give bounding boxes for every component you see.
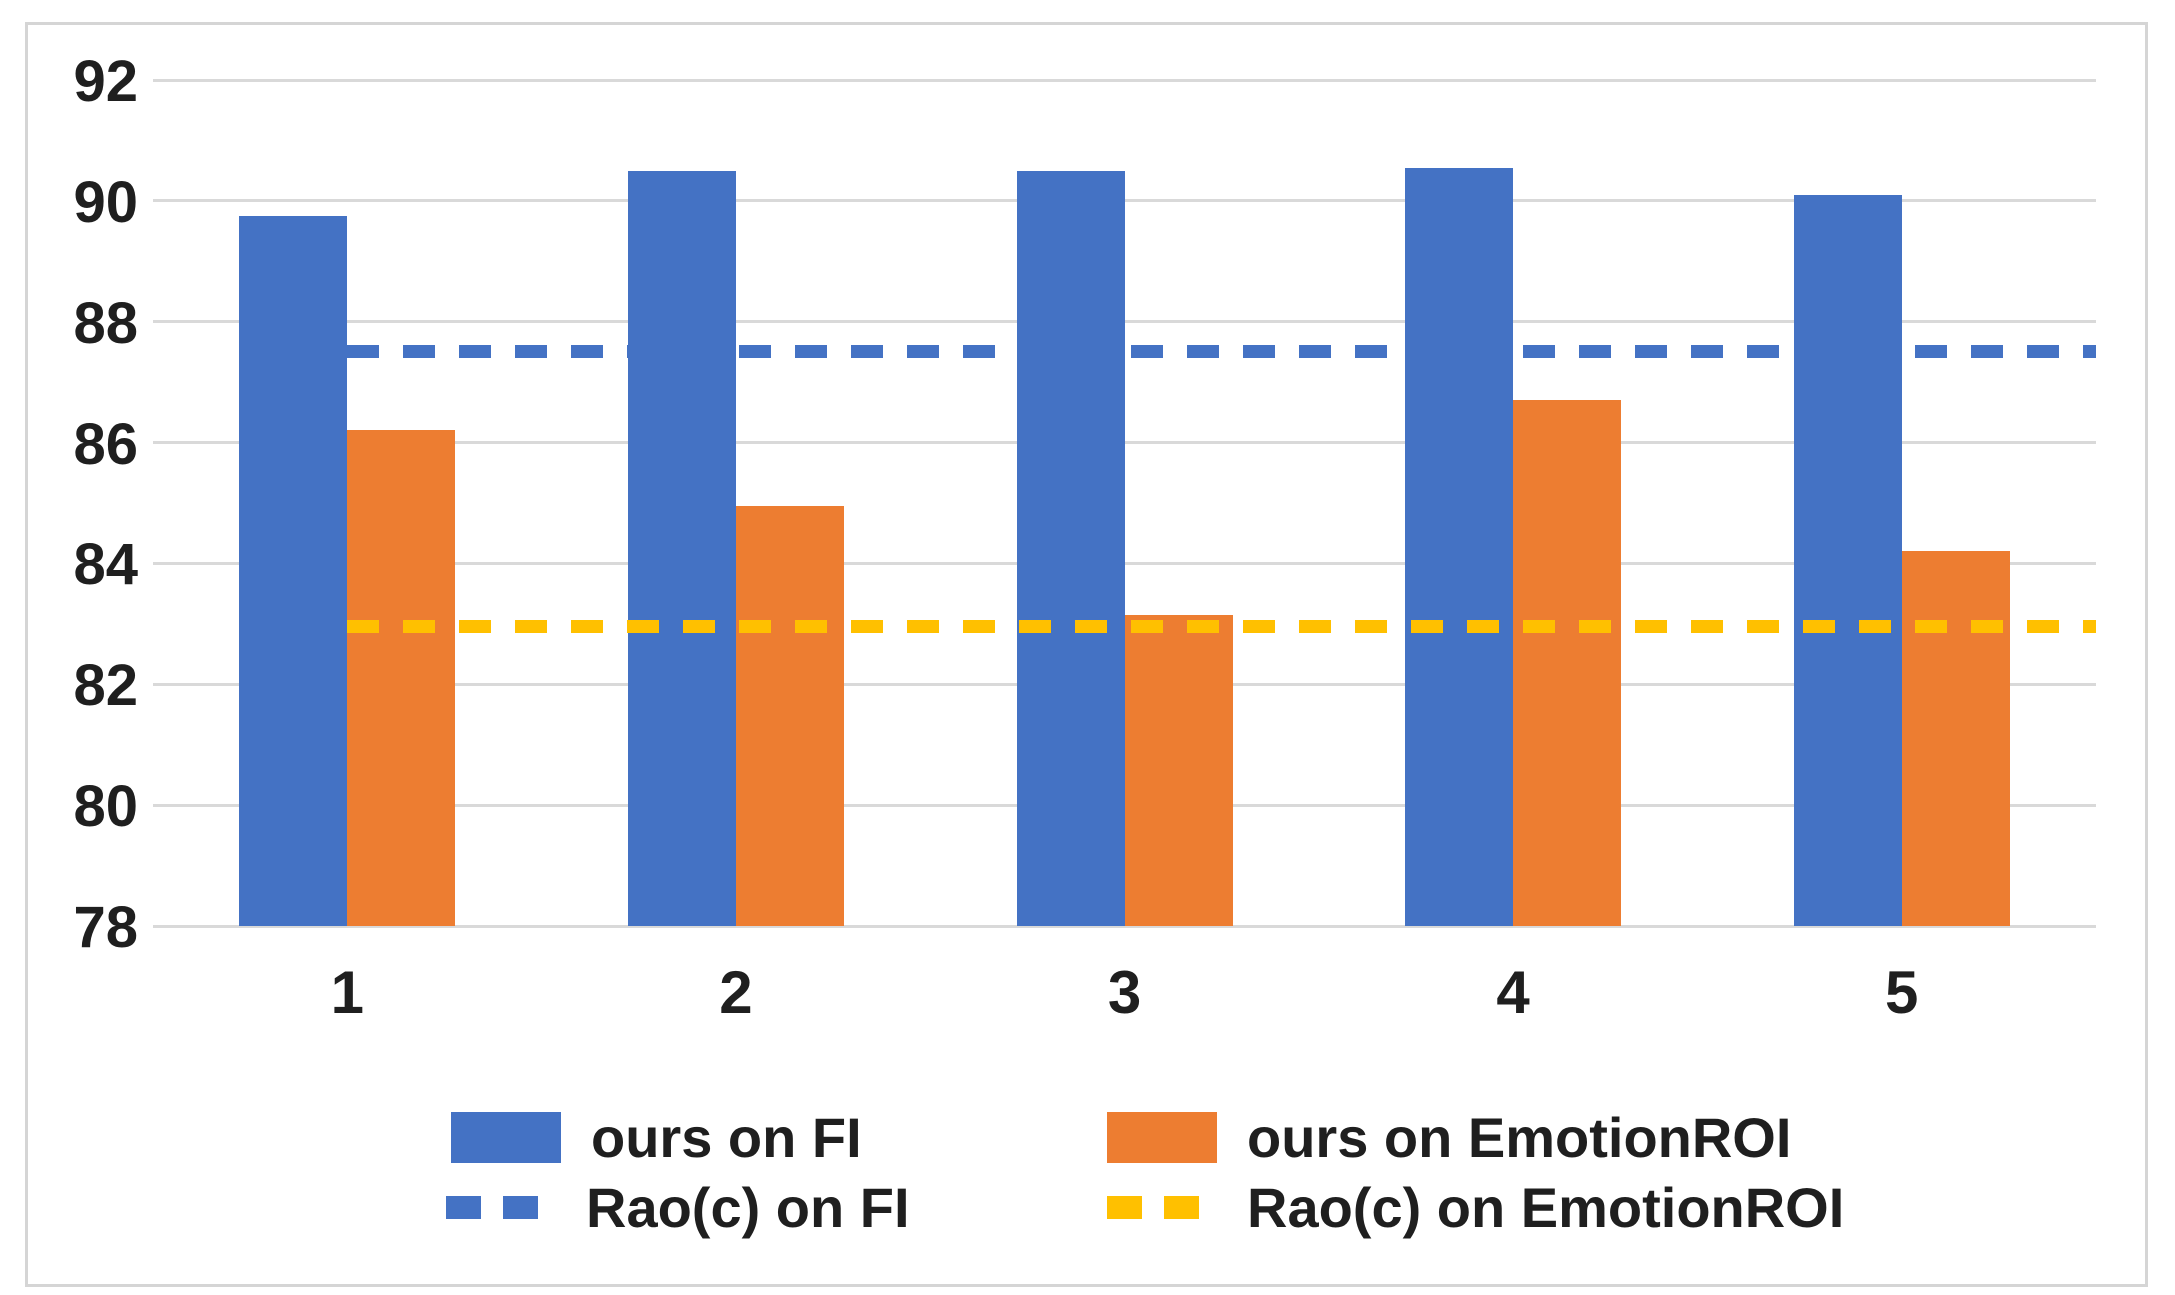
legend-label: ours on FI <box>591 1105 862 1169</box>
chart-figure: 78 80 82 84 86 88 90 92 1 2 3 4 5 ours on FI ours o… <box>25 22 2148 1287</box>
legend-item-rao-on-fi: Rao(c) on FI <box>446 1176 910 1239</box>
x-tick-label-1: 1 <box>330 959 364 1026</box>
y-tick-label-82: 82 <box>73 653 138 719</box>
gridline-92 <box>153 78 2096 82</box>
bar-ours-on-fi-3 <box>1016 170 1125 926</box>
dashed-line-swatch-blue <box>446 1195 558 1219</box>
gridline-84 <box>153 561 2096 565</box>
bar-swatch-orange <box>1107 1111 1219 1163</box>
legend-item-ours-on-fi: ours on FI <box>451 1106 862 1169</box>
legend-label: Rao(c) on EmotionROI <box>1247 1175 1845 1239</box>
legend-item-ours-on-emotionroi: ours on EmotionROI <box>1107 1106 1791 1169</box>
bar-ours-on-emotionroi-2 <box>735 506 844 926</box>
y-tick-label-84: 84 <box>73 532 138 598</box>
bar-ours-on-emotionroi-5 <box>1901 551 2010 926</box>
dashed-line-rao(c)-on-emotionroi <box>347 620 2096 634</box>
y-tick-label-90: 90 <box>73 169 138 235</box>
legend-label: ours on EmotionROI <box>1247 1105 1792 1169</box>
bar-ours-on-emotionroi-3 <box>1124 614 1233 926</box>
legend-label: Rao(c) on FI <box>586 1175 910 1239</box>
gridline-88 <box>153 320 2096 324</box>
x-tick-label-5: 5 <box>1885 959 1919 1026</box>
gridline-86 <box>153 441 2096 445</box>
bars <box>153 80 2096 926</box>
bar-ours-on-fi-5 <box>1793 194 1902 926</box>
bar-ours-on-emotionroi-4 <box>1513 400 1622 926</box>
plot-area <box>153 78 2096 928</box>
x-tick-label-4: 4 <box>1496 959 1530 1026</box>
bar-ours-on-emotionroi-1 <box>347 430 456 926</box>
gridline-78 <box>153 924 2096 928</box>
y-tick-label-92: 92 <box>73 49 138 114</box>
y-tick-label-80: 80 <box>73 774 138 840</box>
dashed-line-rao(c)-on-fi <box>347 345 2096 359</box>
y-axis: 78 80 82 84 86 88 90 92 <box>28 25 2145 1284</box>
dashed-line-swatch-yellow <box>1107 1195 1219 1219</box>
gridline-90 <box>153 199 2096 203</box>
y-tick-label-88: 88 <box>73 290 138 356</box>
reference-lines <box>153 80 2096 926</box>
legend-item-rao-on-emotionroi: Rao(c) on EmotionROI <box>1107 1176 1844 1239</box>
x-axis: 1 2 3 4 5 <box>28 25 2145 1284</box>
bar-ours-on-fi-2 <box>627 170 736 926</box>
y-tick-label-86: 86 <box>73 411 138 477</box>
bar-ours-on-fi-1 <box>239 215 348 926</box>
x-tick-label-3: 3 <box>1107 959 1142 1026</box>
y-tick-label-78: 78 <box>73 895 138 960</box>
bar-swatch-blue <box>451 1111 563 1163</box>
x-tick-label-2: 2 <box>719 959 753 1026</box>
bar-ours-on-fi-4 <box>1405 167 1514 926</box>
